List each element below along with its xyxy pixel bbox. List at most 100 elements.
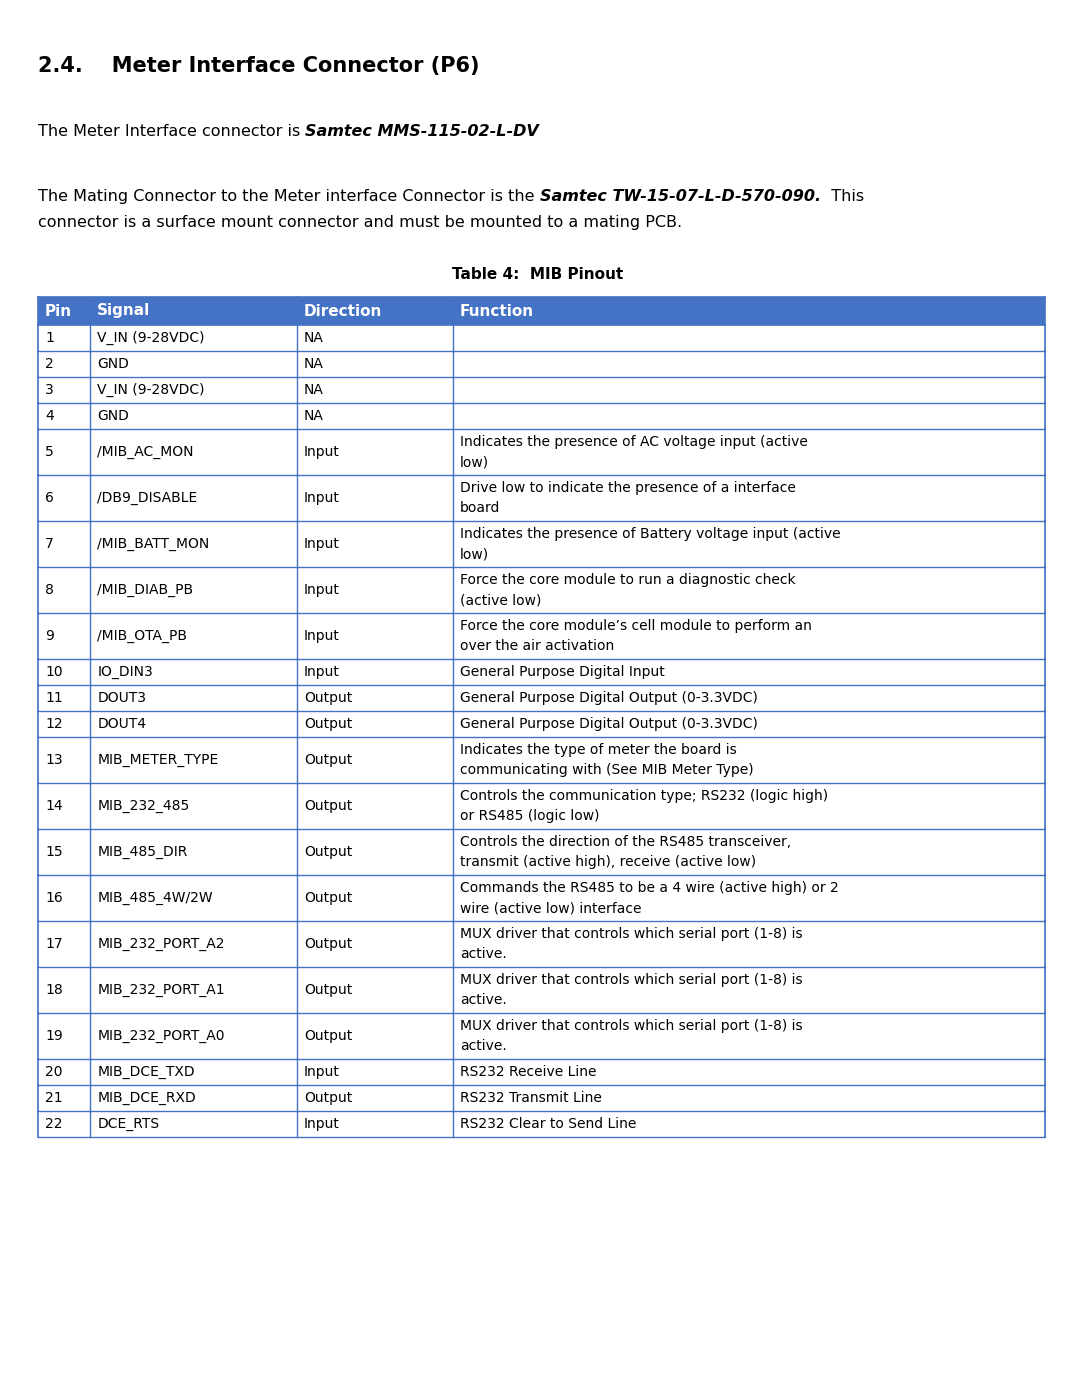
Text: 15: 15 bbox=[45, 845, 62, 859]
Text: DOUT3: DOUT3 bbox=[98, 691, 146, 705]
Text: V_IN (9-28VDC): V_IN (9-28VDC) bbox=[98, 383, 205, 398]
Text: General Purpose Digital Output (0-3.3VDC): General Purpose Digital Output (0-3.3VDC… bbox=[460, 691, 758, 705]
Text: Samtec MMS-115-02-L-DV: Samtec MMS-115-02-L-DV bbox=[305, 124, 540, 139]
Text: Commands the RS485 to be a 4 wire (active high) or 2
wire (active low) interface: Commands the RS485 to be a 4 wire (activ… bbox=[460, 881, 838, 915]
Text: Controls the direction of the RS485 transceiver,
transmit (active high), receive: Controls the direction of the RS485 tran… bbox=[460, 835, 791, 870]
Text: The Mating Connector to the Meter interface Connector is the: The Mating Connector to the Meter interf… bbox=[38, 189, 540, 204]
Bar bbox=[38, 351, 1045, 377]
Text: 6: 6 bbox=[45, 491, 54, 505]
Text: /MIB_AC_MON: /MIB_AC_MON bbox=[98, 444, 194, 460]
Text: 12: 12 bbox=[45, 717, 62, 731]
Bar bbox=[38, 828, 1045, 875]
Text: DCE_RTS: DCE_RTS bbox=[98, 1117, 159, 1131]
Text: V_IN (9-28VDC): V_IN (9-28VDC) bbox=[98, 332, 205, 345]
Text: MUX driver that controls which serial port (1-8) is
active.: MUX driver that controls which serial po… bbox=[460, 1020, 803, 1053]
Text: Input: Input bbox=[304, 491, 340, 505]
Text: 19: 19 bbox=[45, 1029, 62, 1043]
Text: Output: Output bbox=[304, 717, 352, 731]
Bar bbox=[38, 875, 1045, 921]
Text: Controls the communication type; RS232 (logic high)
or RS485 (logic low): Controls the communication type; RS232 (… bbox=[460, 788, 828, 823]
Text: Function: Function bbox=[460, 304, 534, 318]
Text: MUX driver that controls which serial port (1-8) is
active.: MUX driver that controls which serial po… bbox=[460, 927, 803, 960]
Text: The Meter Interface connector is: The Meter Interface connector is bbox=[38, 124, 305, 139]
Text: Input: Input bbox=[304, 665, 340, 678]
Text: MIB_232_485: MIB_232_485 bbox=[98, 799, 189, 813]
Text: 14: 14 bbox=[45, 799, 62, 813]
Bar bbox=[38, 377, 1045, 403]
Text: Output: Output bbox=[304, 691, 352, 705]
Text: Output: Output bbox=[304, 753, 352, 766]
Text: Signal: Signal bbox=[98, 304, 151, 318]
Text: RS232 Receive Line: RS232 Receive Line bbox=[460, 1065, 597, 1079]
Text: 21: 21 bbox=[45, 1091, 62, 1105]
Bar bbox=[38, 738, 1045, 783]
Bar bbox=[38, 325, 1045, 351]
Text: NA: NA bbox=[304, 383, 324, 398]
Text: connector is a surface mount connector and must be mounted to a mating PCB.: connector is a surface mount connector a… bbox=[38, 215, 683, 230]
Text: Output: Output bbox=[304, 799, 352, 813]
Text: 16: 16 bbox=[45, 892, 62, 905]
Text: MUX driver that controls which serial port (1-8) is
active.: MUX driver that controls which serial po… bbox=[460, 973, 803, 1007]
Text: MIB_232_PORT_A2: MIB_232_PORT_A2 bbox=[98, 937, 225, 951]
Text: Output: Output bbox=[304, 892, 352, 905]
Text: Samtec TW-15-07-L-D-570-090.: Samtec TW-15-07-L-D-570-090. bbox=[540, 189, 820, 204]
Text: NA: NA bbox=[304, 409, 324, 422]
Text: 2.4.    Meter Interface Connector (P6): 2.4. Meter Interface Connector (P6) bbox=[38, 56, 479, 76]
Text: Output: Output bbox=[304, 845, 352, 859]
Text: Indicates the presence of Battery voltage input (active
low): Indicates the presence of Battery voltag… bbox=[460, 527, 841, 561]
Text: Output: Output bbox=[304, 1029, 352, 1043]
Text: DOUT4: DOUT4 bbox=[98, 717, 146, 731]
Bar bbox=[38, 429, 1045, 475]
Text: MIB_485_DIR: MIB_485_DIR bbox=[98, 845, 188, 859]
Text: Input: Input bbox=[304, 537, 340, 550]
Bar bbox=[38, 403, 1045, 429]
Text: GND: GND bbox=[98, 356, 129, 372]
Text: MIB_232_PORT_A0: MIB_232_PORT_A0 bbox=[98, 1029, 225, 1043]
Bar bbox=[38, 1110, 1045, 1137]
Text: Output: Output bbox=[304, 982, 352, 998]
Text: MIB_DCE_RXD: MIB_DCE_RXD bbox=[98, 1091, 196, 1105]
Text: Input: Input bbox=[304, 444, 340, 460]
Text: 8: 8 bbox=[45, 583, 54, 597]
Bar bbox=[38, 612, 1045, 659]
Text: Drive low to indicate the presence of a interface
board: Drive low to indicate the presence of a … bbox=[460, 482, 796, 515]
Text: Pin: Pin bbox=[45, 304, 72, 318]
Text: MIB_METER_TYPE: MIB_METER_TYPE bbox=[98, 753, 218, 766]
Bar bbox=[38, 522, 1045, 567]
Text: /DB9_DISABLE: /DB9_DISABLE bbox=[98, 491, 198, 505]
Text: 18: 18 bbox=[45, 982, 62, 998]
Text: 13: 13 bbox=[45, 753, 62, 766]
Text: Input: Input bbox=[304, 629, 340, 643]
Text: 9: 9 bbox=[45, 629, 54, 643]
Text: NA: NA bbox=[304, 356, 324, 372]
Text: Input: Input bbox=[304, 1065, 340, 1079]
Text: Indicates the type of meter the board is
communicating with (See MIB Meter Type): Indicates the type of meter the board is… bbox=[460, 743, 754, 777]
Text: GND: GND bbox=[98, 409, 129, 422]
Text: RS232 Clear to Send Line: RS232 Clear to Send Line bbox=[460, 1117, 636, 1131]
Bar bbox=[38, 783, 1045, 828]
Bar bbox=[38, 1013, 1045, 1060]
Text: /MIB_OTA_PB: /MIB_OTA_PB bbox=[98, 629, 187, 643]
Text: 20: 20 bbox=[45, 1065, 62, 1079]
Text: MIB_232_PORT_A1: MIB_232_PORT_A1 bbox=[98, 982, 225, 998]
Text: 17: 17 bbox=[45, 937, 62, 951]
Text: Force the core module to run a diagnostic check
(active low): Force the core module to run a diagnosti… bbox=[460, 572, 796, 607]
Text: Indicates the presence of AC voltage input (active
low): Indicates the presence of AC voltage inp… bbox=[460, 435, 807, 469]
Text: Table 4:  MIB Pinout: Table 4: MIB Pinout bbox=[452, 267, 624, 282]
Text: 1: 1 bbox=[45, 332, 54, 345]
Bar bbox=[38, 1060, 1045, 1086]
Text: General Purpose Digital Output (0-3.3VDC): General Purpose Digital Output (0-3.3VDC… bbox=[460, 717, 758, 731]
Text: Output: Output bbox=[304, 1091, 352, 1105]
Text: Force the core module’s cell module to perform an
over the air activation: Force the core module’s cell module to p… bbox=[460, 619, 812, 654]
Text: 3: 3 bbox=[45, 383, 54, 398]
Text: IO_DIN3: IO_DIN3 bbox=[98, 665, 153, 678]
Bar bbox=[38, 475, 1045, 522]
Text: RS232 Transmit Line: RS232 Transmit Line bbox=[460, 1091, 602, 1105]
Text: /MIB_DIAB_PB: /MIB_DIAB_PB bbox=[98, 583, 194, 597]
Text: Input: Input bbox=[304, 583, 340, 597]
Bar bbox=[38, 967, 1045, 1013]
Bar bbox=[38, 711, 1045, 738]
Text: /MIB_BATT_MON: /MIB_BATT_MON bbox=[98, 537, 210, 550]
Bar bbox=[38, 921, 1045, 967]
Text: 11: 11 bbox=[45, 691, 62, 705]
